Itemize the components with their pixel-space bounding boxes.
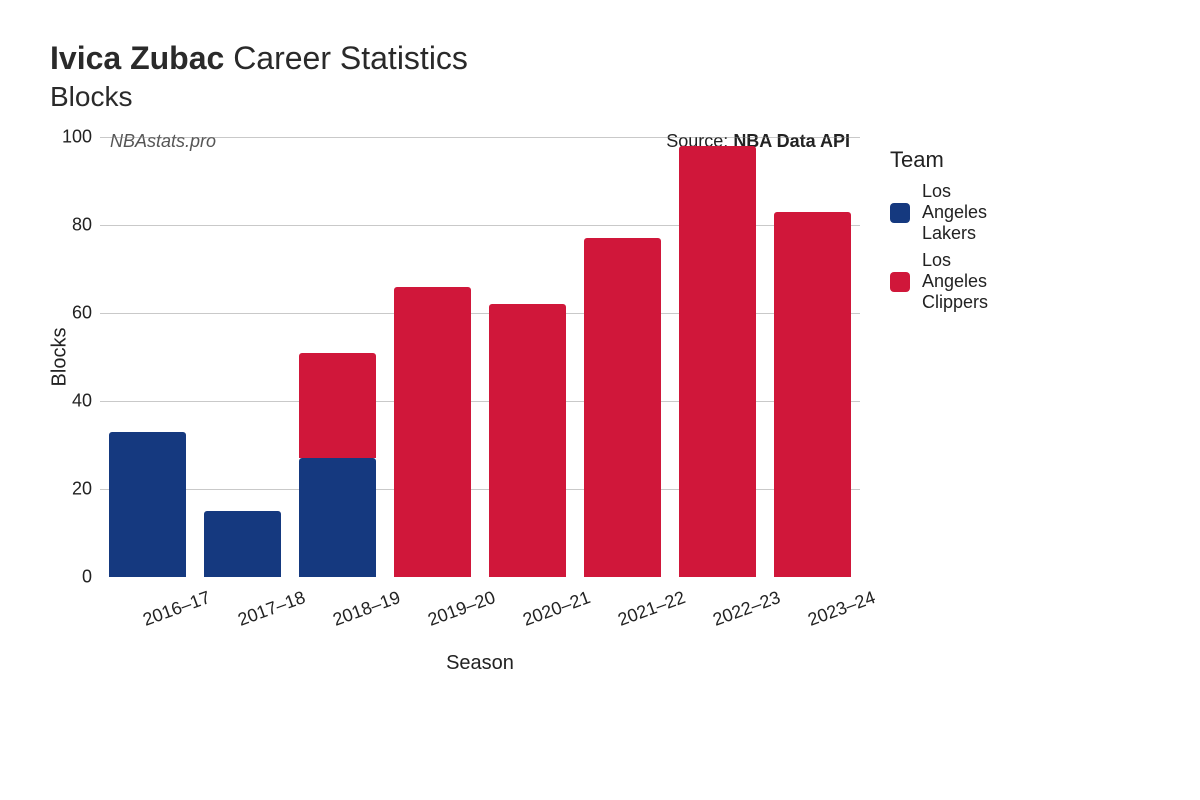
- title-player-name: Ivica Zubac: [50, 40, 224, 76]
- legend-label: Los Angeles Lakers: [922, 181, 988, 244]
- x-tick-label: 2016–17: [112, 587, 213, 641]
- legend-swatch: [890, 203, 910, 223]
- bar-segment: [394, 287, 472, 577]
- x-tick-label: 2022–23: [682, 587, 783, 641]
- x-tick-label: 2021–22: [587, 587, 688, 641]
- y-tick-label: 0: [50, 567, 92, 588]
- legend-swatch: [890, 272, 910, 292]
- bar-segment: [299, 458, 377, 577]
- x-tick-label: 2019–20: [397, 587, 498, 641]
- y-tick-label: 40: [50, 391, 92, 412]
- plot-area: Blocks Season Team Los Angeles LakersLos…: [100, 137, 860, 577]
- bar-segment: [204, 511, 282, 577]
- bar-segment: [299, 353, 377, 459]
- x-axis-title: Season: [446, 652, 514, 675]
- x-tick-label: 2023–24: [777, 587, 878, 641]
- legend-item: Los Angeles Clippers: [890, 250, 988, 313]
- bar-segment: [109, 432, 187, 577]
- y-tick-label: 80: [50, 215, 92, 236]
- bar-segment: [774, 212, 852, 577]
- chart-subtitle: Blocks: [50, 81, 1150, 113]
- x-tick-label: 2018–19: [302, 587, 403, 641]
- legend: Team Los Angeles LakersLos Angeles Clipp…: [890, 147, 988, 319]
- legend-label: Los Angeles Clippers: [922, 250, 988, 313]
- y-tick-label: 20: [50, 479, 92, 500]
- chart-container: Ivica Zubac Career Statistics Blocks NBA…: [50, 40, 1150, 577]
- bar-segment: [584, 238, 662, 577]
- y-axis-title: Blocks: [49, 328, 72, 387]
- legend-title: Team: [890, 147, 988, 173]
- y-tick-label: 60: [50, 303, 92, 324]
- legend-item: Los Angeles Lakers: [890, 181, 988, 244]
- x-tick-label: 2017–18: [207, 587, 308, 641]
- chart-title: Ivica Zubac Career Statistics: [50, 40, 1150, 77]
- x-tick-label: 2020–21: [492, 587, 593, 641]
- bars-layer: [100, 137, 860, 577]
- bar-segment: [489, 304, 567, 577]
- y-tick-label: 100: [50, 127, 92, 148]
- title-rest: Career Statistics: [224, 40, 468, 76]
- plot-wrap: NBAstats.pro Source: NBA Data API Blocks…: [100, 137, 1150, 577]
- bar-segment: [679, 146, 757, 577]
